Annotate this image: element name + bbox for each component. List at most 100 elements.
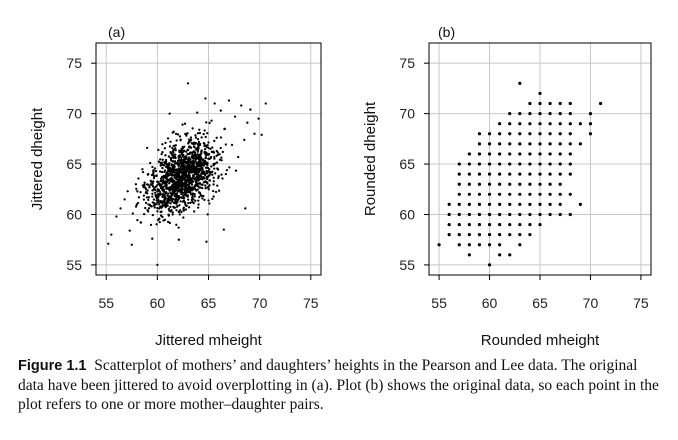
data-point — [196, 153, 199, 156]
data-point — [518, 142, 522, 146]
data-point — [177, 189, 180, 192]
data-point — [185, 180, 189, 183]
data-point — [154, 185, 157, 189]
data-point — [188, 186, 191, 189]
panel-label: (b) — [438, 24, 455, 40]
data-point — [244, 207, 247, 210]
data-point — [225, 168, 229, 172]
data-point — [201, 162, 204, 165]
y-tick-label: 70 — [399, 106, 415, 122]
y-axis-label: Jittered dheight — [29, 107, 46, 210]
data-point — [171, 197, 175, 201]
data-point — [181, 200, 185, 203]
data-point — [457, 222, 461, 227]
data-point — [193, 195, 197, 198]
data-point — [447, 222, 451, 227]
data-point — [144, 206, 147, 210]
data-point — [156, 263, 159, 267]
data-point — [164, 173, 168, 176]
data-point — [175, 197, 178, 200]
data-point — [221, 150, 224, 154]
data-point — [207, 174, 210, 178]
data-point — [528, 182, 532, 186]
data-point — [477, 182, 482, 186]
data-point — [227, 99, 231, 102]
data-point — [172, 160, 175, 163]
data-point — [142, 198, 146, 201]
data-point — [178, 213, 181, 216]
data-point — [203, 150, 206, 154]
x-tick-label: 55 — [431, 295, 447, 311]
data-point — [201, 168, 204, 171]
data-point — [174, 193, 177, 197]
data-point — [487, 142, 492, 146]
data-point — [162, 174, 165, 178]
data-point — [209, 147, 212, 151]
data-point — [200, 175, 203, 178]
data-point — [207, 199, 210, 202]
x-tick-label: 70 — [252, 295, 268, 311]
data-point — [538, 192, 542, 196]
data-point — [218, 158, 222, 161]
data-point — [152, 169, 155, 172]
data-point — [161, 166, 164, 170]
data-point — [457, 172, 461, 176]
data-point — [190, 142, 194, 145]
data-point — [194, 167, 197, 171]
data-point — [170, 196, 173, 200]
data-point — [171, 190, 174, 193]
data-point — [177, 238, 180, 241]
data-point — [217, 176, 220, 180]
data-point — [187, 148, 190, 152]
data-point — [197, 206, 200, 209]
data-point — [477, 172, 482, 176]
data-point — [548, 182, 552, 186]
data-point — [184, 157, 187, 160]
data-point — [234, 169, 238, 172]
data-point — [161, 163, 164, 166]
data-point — [146, 192, 149, 195]
data-point — [182, 155, 185, 158]
data-point — [170, 180, 173, 183]
data-point — [548, 122, 552, 126]
data-point — [568, 132, 572, 136]
data-point — [196, 138, 200, 141]
data-point — [173, 169, 176, 173]
data-point — [457, 243, 461, 247]
data-point — [174, 181, 178, 184]
data-point — [159, 158, 162, 161]
data-point — [160, 210, 163, 213]
data-point — [528, 212, 532, 217]
data-point — [215, 161, 219, 164]
y-tick-label: 65 — [399, 156, 415, 172]
data-point — [169, 205, 172, 209]
data-point — [508, 142, 512, 146]
data-point — [159, 192, 162, 195]
data-point — [171, 131, 174, 134]
data-point — [498, 142, 502, 146]
data-point — [159, 205, 162, 208]
data-point — [189, 168, 192, 171]
data-point — [208, 168, 211, 171]
data-point — [205, 240, 208, 243]
data-point — [202, 194, 205, 198]
data-point — [187, 145, 191, 149]
data-point — [147, 203, 150, 206]
data-point — [447, 233, 451, 237]
data-point — [169, 140, 172, 143]
data-point — [208, 202, 211, 205]
data-point — [197, 142, 200, 146]
data-point — [518, 192, 522, 196]
data-point — [172, 144, 175, 148]
data-point — [196, 168, 199, 171]
data-point — [147, 207, 151, 210]
data-point — [185, 134, 188, 137]
data-point — [199, 177, 202, 181]
data-point — [538, 182, 542, 186]
data-point — [193, 186, 196, 189]
data-point — [161, 158, 164, 161]
data-point — [152, 171, 155, 174]
data-point — [203, 198, 206, 202]
data-point — [243, 138, 246, 141]
data-point — [508, 132, 512, 136]
